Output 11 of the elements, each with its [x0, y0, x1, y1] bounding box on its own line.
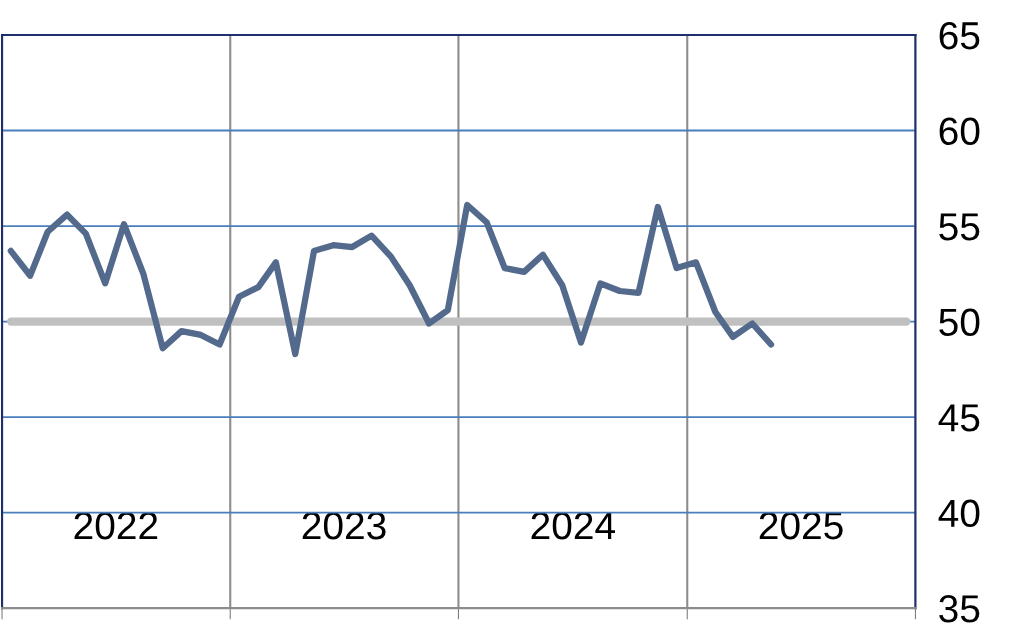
y-tick-label: 40	[938, 499, 980, 528]
y-tick-label: 65	[939, 21, 980, 50]
x-tick-label: 2024	[531, 511, 615, 540]
y-tick-label: 35	[939, 595, 980, 623]
y-tick-label: 55	[939, 213, 980, 241]
y-tick-label: 60	[939, 117, 980, 145]
x-tick-label: 2022	[74, 511, 158, 540]
x-tick-label: 2025	[759, 511, 843, 540]
y-tick-label: 45	[938, 404, 980, 432]
y-tick-label: 50	[939, 308, 980, 337]
x-tick-label: 2023	[302, 511, 386, 540]
